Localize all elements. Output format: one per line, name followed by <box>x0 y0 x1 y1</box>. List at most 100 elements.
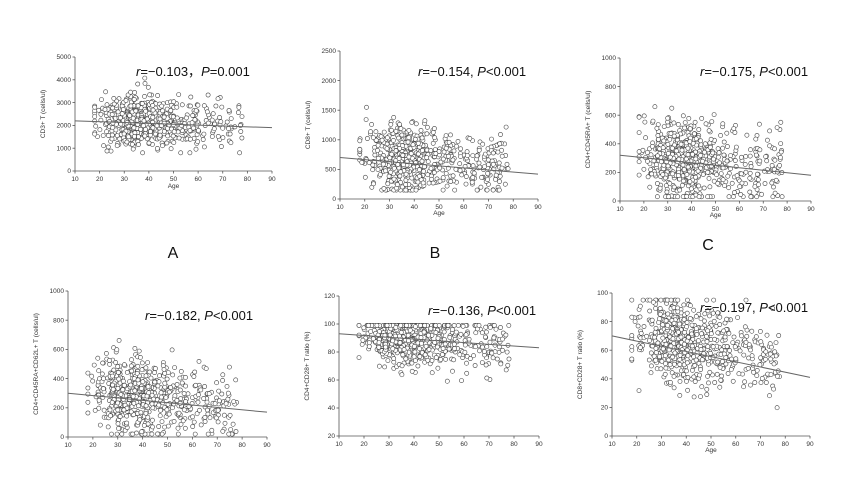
data-point <box>134 370 140 376</box>
data-point <box>419 340 424 346</box>
data-point <box>421 168 426 174</box>
data-point <box>641 113 647 119</box>
x-tick-label: 20 <box>96 176 104 183</box>
data-point <box>678 334 684 340</box>
data-point <box>135 81 141 87</box>
data-point <box>731 334 737 340</box>
data-point <box>116 337 122 343</box>
data-point <box>489 350 495 356</box>
data-point <box>215 133 221 139</box>
data-point <box>216 398 222 404</box>
y-tick-label: 200 <box>53 405 64 412</box>
data-point <box>720 121 726 127</box>
r-value-text: =−0.182, <box>149 308 204 323</box>
data-point <box>174 397 180 403</box>
data-point <box>425 159 431 164</box>
data-point <box>670 336 676 342</box>
data-point <box>715 330 721 336</box>
data-point <box>451 148 457 154</box>
data-point <box>718 132 723 138</box>
data-point <box>109 112 115 117</box>
data-point <box>647 308 653 314</box>
data-point <box>731 194 736 200</box>
r-value-text: =−0.197, <box>704 300 759 315</box>
data-point <box>702 141 708 147</box>
data-point <box>128 382 134 388</box>
data-point <box>652 329 658 335</box>
data-point <box>749 328 755 334</box>
data-point <box>720 145 726 151</box>
data-point <box>85 370 91 376</box>
data-point <box>401 347 407 352</box>
data-point <box>752 184 758 189</box>
data-point <box>157 132 163 138</box>
data-point <box>482 334 488 340</box>
data-point <box>754 373 760 378</box>
data-point <box>149 401 155 407</box>
scatter-panel-2: 0 500 1000 1500 2000 2500 10 20 30 40 50 60 70 80 90 CD… <box>305 48 542 262</box>
data-point <box>92 407 98 413</box>
data-point <box>728 366 734 372</box>
correlation-annotation: r=−0.154, P<0.001 <box>418 64 526 79</box>
data-point <box>671 120 677 126</box>
data-point <box>738 192 744 197</box>
data-point <box>122 382 127 388</box>
data-point <box>165 423 171 429</box>
data-point <box>755 177 761 183</box>
panel-letter: B <box>430 245 441 262</box>
data-point <box>143 108 148 114</box>
data-point <box>676 329 681 335</box>
data-point <box>91 362 97 368</box>
data-point <box>725 173 731 179</box>
x-tick-label: 70 <box>219 176 227 183</box>
data-point <box>428 165 434 171</box>
data-point <box>681 167 687 172</box>
data-point <box>636 130 642 135</box>
data-point <box>493 172 499 178</box>
data-point <box>433 355 439 360</box>
data-point <box>101 407 107 413</box>
data-point <box>425 172 431 178</box>
data-point <box>147 369 153 375</box>
data-point <box>772 349 778 355</box>
data-point <box>145 414 151 420</box>
data-point <box>464 153 470 158</box>
x-tick-label: 70 <box>485 204 493 211</box>
data-point <box>698 394 703 399</box>
data-point <box>111 101 117 107</box>
data-point <box>202 414 208 420</box>
data-point <box>710 150 716 156</box>
x-axis-label: Age <box>168 183 180 190</box>
data-point <box>133 108 139 114</box>
x-tick-label: 80 <box>782 441 790 448</box>
data-point <box>772 157 778 163</box>
data-point <box>101 386 106 392</box>
data-point <box>692 363 698 368</box>
data-point <box>696 194 702 200</box>
data-point <box>771 184 776 190</box>
x-tick-label: 30 <box>114 442 122 449</box>
data-point <box>715 146 721 152</box>
data-point <box>169 347 175 353</box>
data-point <box>704 333 709 339</box>
data-point <box>665 163 671 169</box>
data-point <box>397 122 402 127</box>
data-point <box>477 164 483 170</box>
data-point <box>726 330 732 336</box>
x-tick-label: 10 <box>336 204 344 211</box>
y-tick-label: 1000 <box>57 145 72 152</box>
data-point <box>228 140 234 146</box>
x-tick-label: 60 <box>732 441 740 448</box>
data-point <box>757 121 762 127</box>
data-point <box>483 362 489 368</box>
data-point <box>409 360 415 366</box>
data-point <box>359 341 365 347</box>
data-point <box>143 365 149 371</box>
data-point <box>689 331 695 337</box>
x-tick-label: 90 <box>807 206 815 213</box>
data-point <box>696 183 702 189</box>
data-point <box>437 178 443 184</box>
data-point <box>705 169 711 175</box>
data-point <box>636 159 642 165</box>
p-value: <0.001 <box>496 303 536 318</box>
